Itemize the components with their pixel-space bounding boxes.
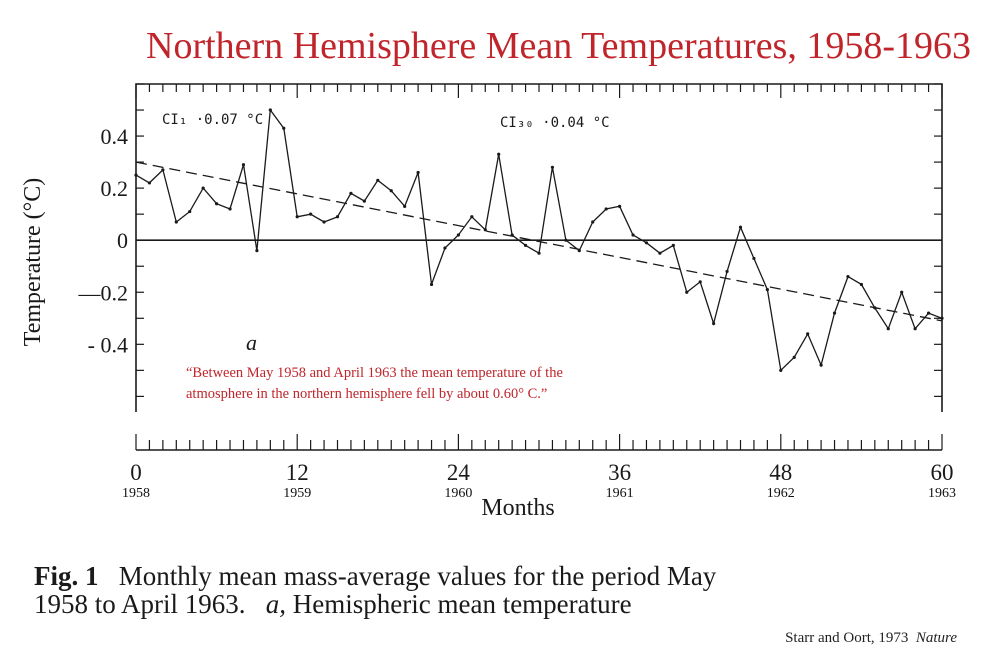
temperature-point (255, 249, 259, 253)
temperature-point (819, 363, 823, 367)
caption-line-2: 1958 to April 1963. a, Hemispheric mean … (34, 590, 954, 618)
temperature-point (886, 327, 890, 331)
temperature-point (443, 246, 447, 250)
figure-caption: Fig. 1 Monthly mean mass-average values … (34, 562, 954, 618)
ci1-annotation: CI₁ ·0.07 °C (162, 112, 263, 128)
credit-journal: Nature (915, 630, 957, 646)
temperature-point (537, 251, 541, 255)
temperature-point (429, 282, 434, 287)
temperature-point (456, 233, 460, 237)
temperature-point (376, 178, 380, 182)
temperature-point (712, 321, 716, 326)
x-year-label: 1959 (283, 486, 311, 501)
x-tick-label: 48 (769, 460, 792, 485)
caption-text-2a: 1958 to April 1963. (34, 589, 246, 619)
temperature-point (658, 251, 662, 255)
temperature-point (147, 181, 152, 185)
caption-fig-label: Fig. 1 (34, 561, 99, 591)
x-tick-label: 24 (447, 460, 471, 485)
temperature-point (523, 243, 528, 247)
temperature-point (335, 215, 340, 219)
temperature-point (832, 311, 837, 315)
caption-line-1: Fig. 1 Monthly mean mass-average values … (34, 562, 954, 590)
quote-annotation: “Between May 1958 and April 1963 the mea… (186, 365, 563, 402)
x-year-label: 1960 (444, 486, 472, 501)
credit-authors: Starr and Oort, 1973 (785, 630, 909, 646)
temperature-point (362, 199, 366, 203)
temperature-point (309, 212, 313, 216)
temperature-point (550, 165, 555, 169)
temperature-point (268, 108, 272, 112)
temperature-point (859, 282, 864, 287)
x-year-label: 1961 (606, 486, 634, 501)
chart-title: Northern Hemisphere Mean Temperatures, 1… (146, 25, 971, 67)
temperature-point (228, 207, 232, 211)
temperature-point (591, 220, 595, 224)
x-year-label: 1958 (122, 486, 150, 501)
temperature-point (483, 228, 487, 232)
x-year-label: 1962 (767, 486, 795, 501)
tick-marks (135, 83, 943, 451)
ci30-annotation: CI₃₀ ·0.04 °C (500, 115, 610, 131)
temperature-point (241, 163, 246, 167)
temperature-point (806, 332, 810, 336)
trend-line (135, 161, 943, 322)
x-tick-label: 0 (130, 460, 142, 485)
temperature-point (282, 126, 286, 130)
x-tick-label: 12 (286, 460, 309, 485)
annotations: CI₁ ·0.07 °C CI₃₀ ·0.04 °C a “Between May 1… (162, 112, 610, 402)
temperature-point (738, 225, 743, 229)
temperature-point (913, 327, 917, 331)
temperature-point (926, 311, 931, 315)
y-tick-label: —0.2 (78, 280, 129, 305)
temperature-point (215, 202, 219, 206)
temperature-point (618, 204, 622, 208)
y-tick-label: 0.2 (101, 176, 129, 201)
temperature-point (564, 238, 568, 242)
temperature-point (201, 186, 205, 190)
y-axis-title: Temperature (°C) (20, 178, 46, 347)
temperature-point (174, 220, 178, 224)
caption-text-2c: Hemispheric mean temperature (292, 589, 632, 619)
temperature-point (349, 191, 353, 195)
temperature-point (752, 256, 756, 261)
series-lines (134, 108, 944, 372)
temperature-point (134, 173, 138, 177)
y-tick-label: 0 (117, 228, 128, 253)
temperature-point (846, 275, 850, 279)
temperature-point (631, 233, 635, 237)
temperature-point (940, 316, 944, 320)
temperature-point (389, 189, 393, 193)
temperature-point (698, 280, 702, 284)
x-year-label: 1963 (928, 486, 956, 501)
temperature-point (470, 215, 474, 219)
x-tick-label: 60 (931, 460, 954, 485)
panel-label: a (246, 330, 257, 355)
x-axis-title: Months (481, 495, 554, 521)
temperature-point (416, 170, 420, 175)
caption-text-1: Monthly mean mass-average values for the… (118, 561, 717, 591)
y-tick-label: 0.4 (101, 124, 129, 149)
temperature-point (644, 241, 649, 245)
axis-labels: 0.40.20—0.2- 0.4019581219592419603619614… (20, 124, 956, 521)
x-tick-label: 36 (608, 460, 631, 485)
temperature-point (671, 243, 675, 247)
y-tick-label: - 0.4 (88, 332, 128, 357)
temperature-point (497, 152, 501, 156)
temperature-point (161, 168, 165, 172)
source-credit: Starr and Oort, 1973 Nature (785, 630, 957, 647)
temperature-point (779, 368, 783, 372)
temperature-point (403, 204, 407, 208)
caption-text-2b: a, (265, 589, 287, 619)
temperature-point (792, 355, 796, 359)
temperature-point (725, 269, 729, 274)
temperature-point (322, 220, 326, 224)
temperature-point (295, 215, 299, 219)
temperature-point (188, 209, 192, 214)
temperature-point (685, 290, 689, 294)
temperature-point (604, 207, 608, 211)
temperature-point (900, 290, 904, 294)
temperature-point (765, 288, 769, 292)
